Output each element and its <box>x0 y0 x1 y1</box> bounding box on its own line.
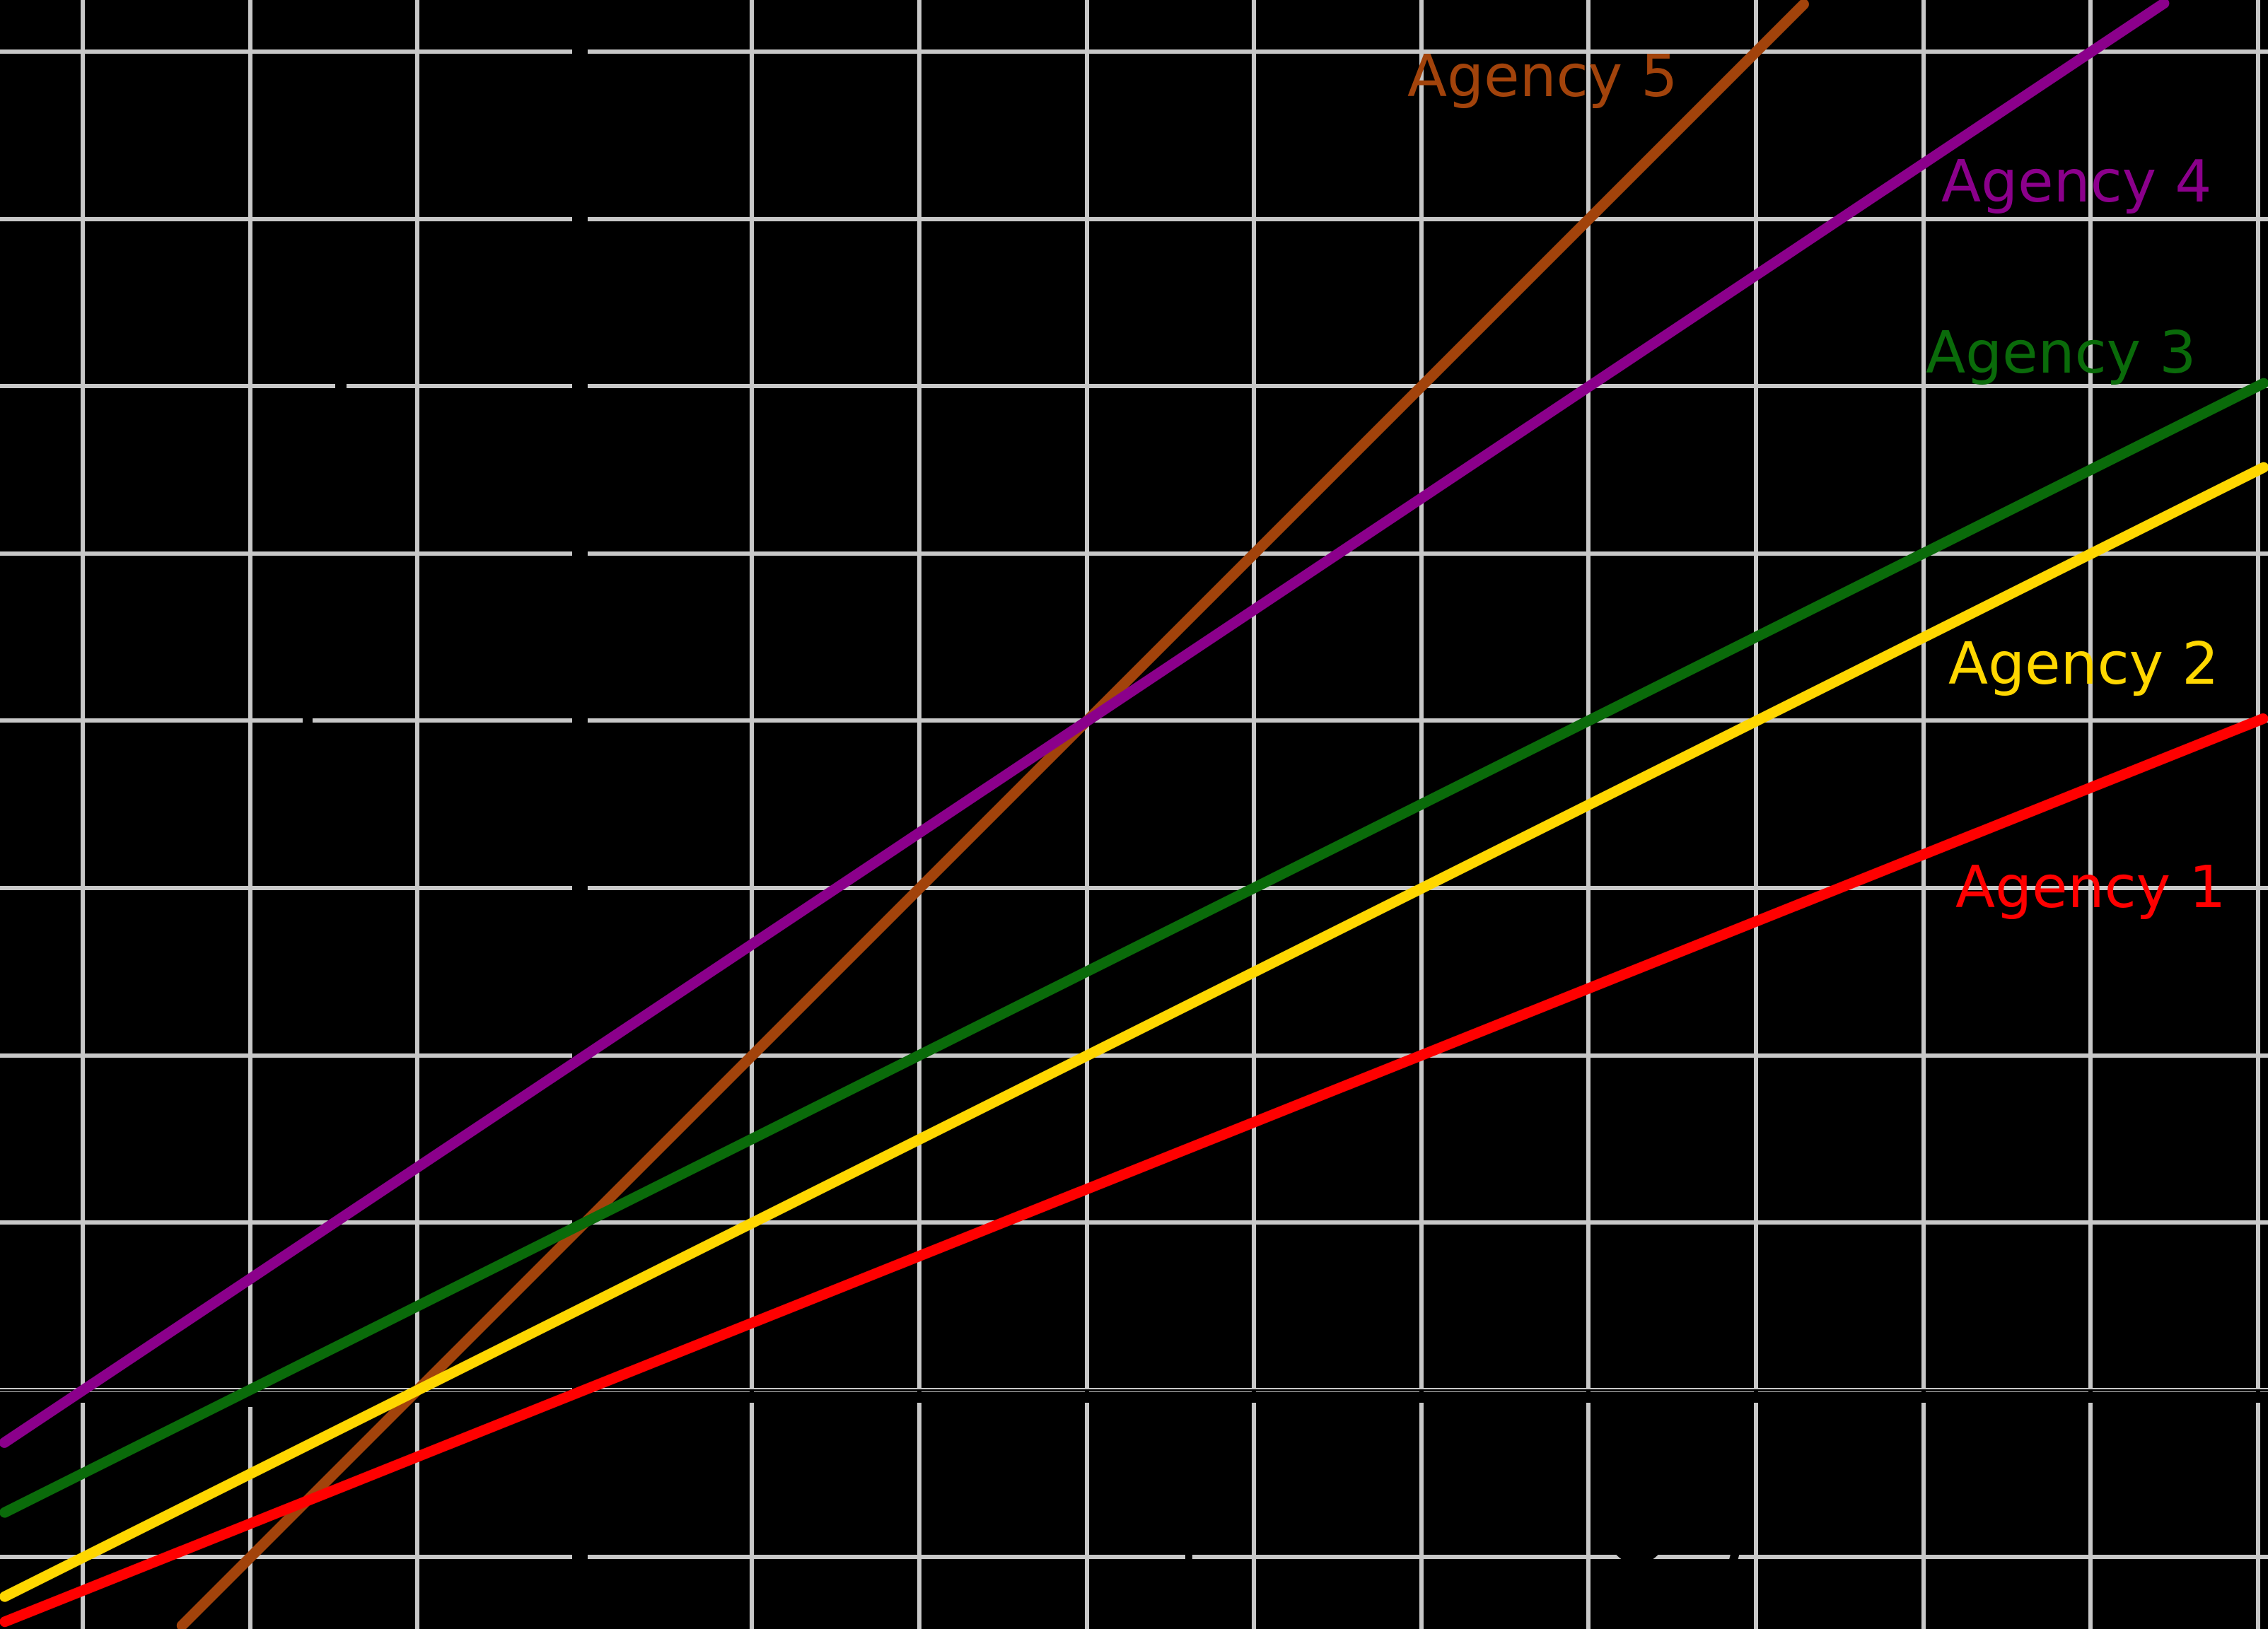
hidden-axis-text-artifact <box>335 380 347 392</box>
x-tick-mark <box>2255 1390 2260 1403</box>
x-tick-mark <box>1754 1390 1758 1403</box>
series-line-agency-3 <box>0 376 2268 1520</box>
x-tick-mark <box>1419 1390 1424 1403</box>
gridline-horizontal <box>0 1555 2268 1560</box>
y-tick-mark <box>572 718 585 723</box>
gridline-vertical <box>1754 0 1758 1629</box>
x-tick-mark <box>1586 1390 1591 1403</box>
y-tick-mark <box>572 49 585 54</box>
gridline-horizontal <box>0 1220 2268 1225</box>
series-label-agency-5: Agency 5 <box>1407 43 1678 110</box>
gridline-horizontal <box>0 718 2268 723</box>
x-tick-mark <box>1084 1390 1089 1403</box>
y-tick-mark <box>572 216 585 221</box>
gridline-vertical <box>1419 0 1424 1629</box>
gridline-vertical <box>81 0 85 1629</box>
gridline-horizontal <box>0 886 2268 890</box>
series-label-agency-1: Agency 1 <box>1955 854 2226 921</box>
hidden-axis-text-artifact <box>1609 1507 1665 1564</box>
y-tick-mark <box>572 384 585 389</box>
x-tick-mark <box>917 1390 921 1403</box>
gridline-vertical <box>1084 0 1089 1629</box>
gridline-vertical <box>1921 0 1926 1629</box>
y-tick-mark <box>572 551 585 556</box>
gridline-vertical <box>415 0 420 1629</box>
series-label-agency-2: Agency 2 <box>1948 631 2219 698</box>
gridline-horizontal <box>0 551 2268 556</box>
gridline-horizontal <box>0 1053 2268 1058</box>
series-label-agency-3: Agency 3 <box>1926 320 2197 387</box>
gridline-horizontal <box>0 216 2268 221</box>
hidden-axis-text-artifact <box>303 714 313 725</box>
x-tick-mark <box>1252 1390 1257 1403</box>
x-tick-mark <box>582 1390 587 1403</box>
gridline-vertical <box>917 0 921 1629</box>
series-label-agency-4: Agency 4 <box>1941 148 2212 216</box>
x-tick-mark <box>1921 1390 1926 1403</box>
x-tick-mark <box>750 1390 755 1403</box>
gridline-vertical <box>2088 0 2093 1629</box>
gridline-horizontal <box>0 49 2268 54</box>
series-line-agency-1 <box>0 712 2268 1629</box>
gridline-vertical <box>1586 0 1591 1629</box>
y-tick-mark <box>572 886 585 890</box>
series-line-agency-2 <box>0 460 2268 1604</box>
hidden-axis-text-artifact <box>1185 1541 1192 1570</box>
gridline-vertical <box>750 0 755 1629</box>
x-tick-mark <box>2088 1390 2093 1403</box>
hidden-axis-text-artifact <box>248 1391 253 1407</box>
y-tick-mark <box>572 1555 585 1560</box>
x-axis-spine <box>0 1389 2268 1391</box>
gridline-vertical <box>1252 0 1257 1629</box>
gridline-vertical <box>2255 0 2260 1629</box>
gridline-horizontal <box>0 384 2268 389</box>
y-axis-spine <box>582 0 588 1629</box>
gridline-vertical <box>248 0 252 1629</box>
